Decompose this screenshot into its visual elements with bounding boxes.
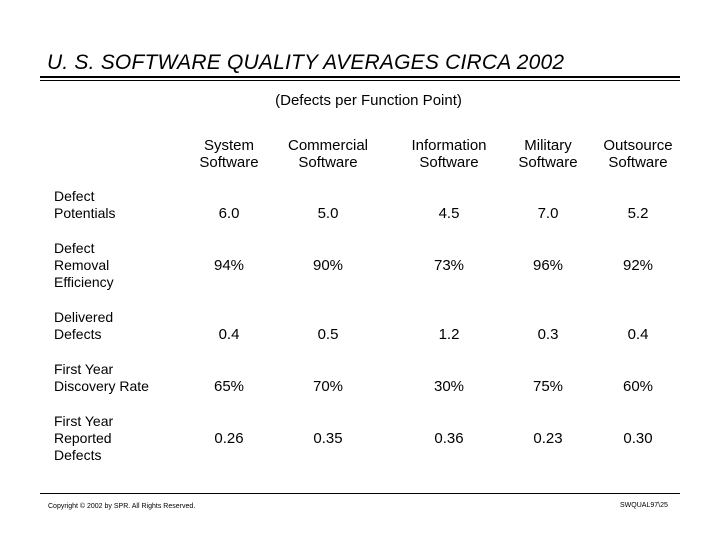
table-cell: 7.0 — [537, 205, 559, 222]
column-header-line: Commercial — [287, 137, 368, 154]
table-cell: 90% — [312, 257, 344, 274]
row-label-defect-removal-efficiency: Defect Removal Efficiency — [54, 240, 114, 291]
table-cell: 60% — [622, 378, 654, 395]
column-header-outsource: Outsource Software — [583, 137, 693, 171]
row-label-first-year-reported-defects: First Year Reported Defects — [54, 413, 113, 464]
row-label-line: Removal — [54, 257, 110, 273]
copyright-text: Copyright © 2002 by SPR. All Rights Rese… — [48, 503, 196, 510]
table-cell: 1.2 — [438, 326, 460, 343]
table-cell: 0.3 — [537, 326, 559, 343]
column-header-line: Military — [524, 137, 572, 154]
table-cell: 0.5 — [317, 326, 339, 343]
footer-rule — [40, 493, 680, 494]
table-cell: 5.2 — [627, 205, 649, 222]
column-header-line: Outsource — [603, 137, 673, 154]
table-cell: 92% — [622, 257, 654, 274]
table-cell: 0.26 — [214, 430, 244, 447]
column-header-line: Software — [419, 154, 479, 171]
row-label-line: Defects — [54, 326, 102, 342]
row-label-line: Efficiency — [54, 274, 114, 290]
column-header-line: Software — [298, 154, 358, 171]
row-label-first-year-discovery-rate: First Year Discovery Rate — [54, 361, 149, 395]
column-header-military: Military Software — [493, 137, 603, 171]
table-cell: 0.30 — [623, 430, 653, 447]
table-cell: 0.4 — [218, 326, 240, 343]
slide-code: SWQUAL97\25 — [620, 502, 668, 509]
table-cell: 70% — [312, 378, 344, 395]
row-label-defect-potentials: Defect Potentials — [54, 188, 115, 222]
table-cell: 4.5 — [438, 205, 460, 222]
table-cell: 0.4 — [627, 326, 649, 343]
table-cell: 5.0 — [317, 205, 339, 222]
row-label-line: First Year — [54, 361, 114, 377]
title-rule-thin — [40, 80, 680, 81]
table-cell: 75% — [532, 378, 564, 395]
row-label-line: Delivered — [54, 309, 114, 325]
table-cell: 94% — [213, 257, 245, 274]
row-label-line: First Year — [54, 413, 114, 429]
column-header-commercial: Commercial Software — [273, 137, 383, 171]
page-title: U. S. SOFTWARE QUALITY AVERAGES CIRCA 20… — [47, 51, 565, 74]
column-header-line: Software — [518, 154, 578, 171]
table-cell: 96% — [532, 257, 564, 274]
table-cell: 30% — [433, 378, 465, 395]
column-header-line: Software — [199, 154, 259, 171]
column-header-system: System Software — [174, 137, 284, 171]
table-cell: 6.0 — [218, 205, 240, 222]
row-label-line: Reported — [54, 430, 112, 446]
column-header-line: System — [203, 137, 254, 154]
subtitle: (Defects per Function Point) — [275, 92, 462, 109]
column-header-line: Software — [608, 154, 668, 171]
table-cell: 0.23 — [533, 430, 563, 447]
row-label-line: Defects — [54, 447, 102, 463]
row-label-line: Discovery Rate — [54, 378, 149, 394]
table-cell: 0.36 — [434, 430, 464, 447]
row-label-line: Defect — [54, 240, 95, 256]
column-header-line: Information — [411, 137, 487, 154]
table-cell: 65% — [213, 378, 245, 395]
row-label-line: Defect — [54, 188, 95, 204]
row-label-delivered-defects: Delivered Defects — [54, 309, 113, 343]
column-header-information: Information Software — [394, 137, 504, 171]
title-rule — [40, 76, 680, 78]
table-cell: 0.35 — [313, 430, 343, 447]
table-cell: 73% — [433, 257, 465, 274]
row-label-line: Potentials — [54, 205, 116, 221]
